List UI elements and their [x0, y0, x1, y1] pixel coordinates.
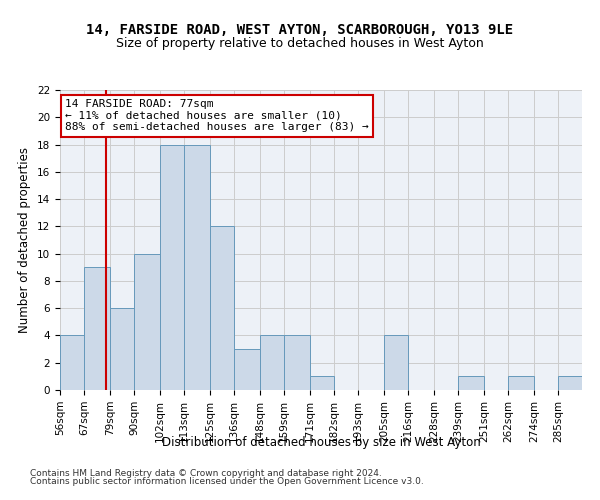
Bar — [234, 349, 260, 390]
Bar — [260, 336, 284, 390]
Text: Contains HM Land Registry data © Crown copyright and database right 2024.: Contains HM Land Registry data © Crown c… — [30, 468, 382, 477]
Bar — [284, 336, 310, 390]
Bar — [60, 336, 84, 390]
Bar — [160, 144, 184, 390]
Bar — [134, 254, 160, 390]
Bar — [310, 376, 334, 390]
Bar — [110, 308, 134, 390]
Text: Contains public sector information licensed under the Open Government Licence v3: Contains public sector information licen… — [30, 477, 424, 486]
Bar — [184, 144, 210, 390]
Bar — [508, 376, 534, 390]
Bar — [458, 376, 484, 390]
Bar — [384, 336, 408, 390]
Text: 14, FARSIDE ROAD, WEST AYTON, SCARBOROUGH, YO13 9LE: 14, FARSIDE ROAD, WEST AYTON, SCARBOROUG… — [86, 22, 514, 36]
Bar — [558, 376, 582, 390]
Text: Size of property relative to detached houses in West Ayton: Size of property relative to detached ho… — [116, 38, 484, 51]
Text: 14 FARSIDE ROAD: 77sqm
← 11% of detached houses are smaller (10)
88% of semi-det: 14 FARSIDE ROAD: 77sqm ← 11% of detached… — [65, 99, 369, 132]
Text: Distribution of detached houses by size in West Ayton: Distribution of detached houses by size … — [161, 436, 481, 449]
Bar — [84, 268, 110, 390]
Y-axis label: Number of detached properties: Number of detached properties — [19, 147, 31, 333]
Bar — [210, 226, 234, 390]
